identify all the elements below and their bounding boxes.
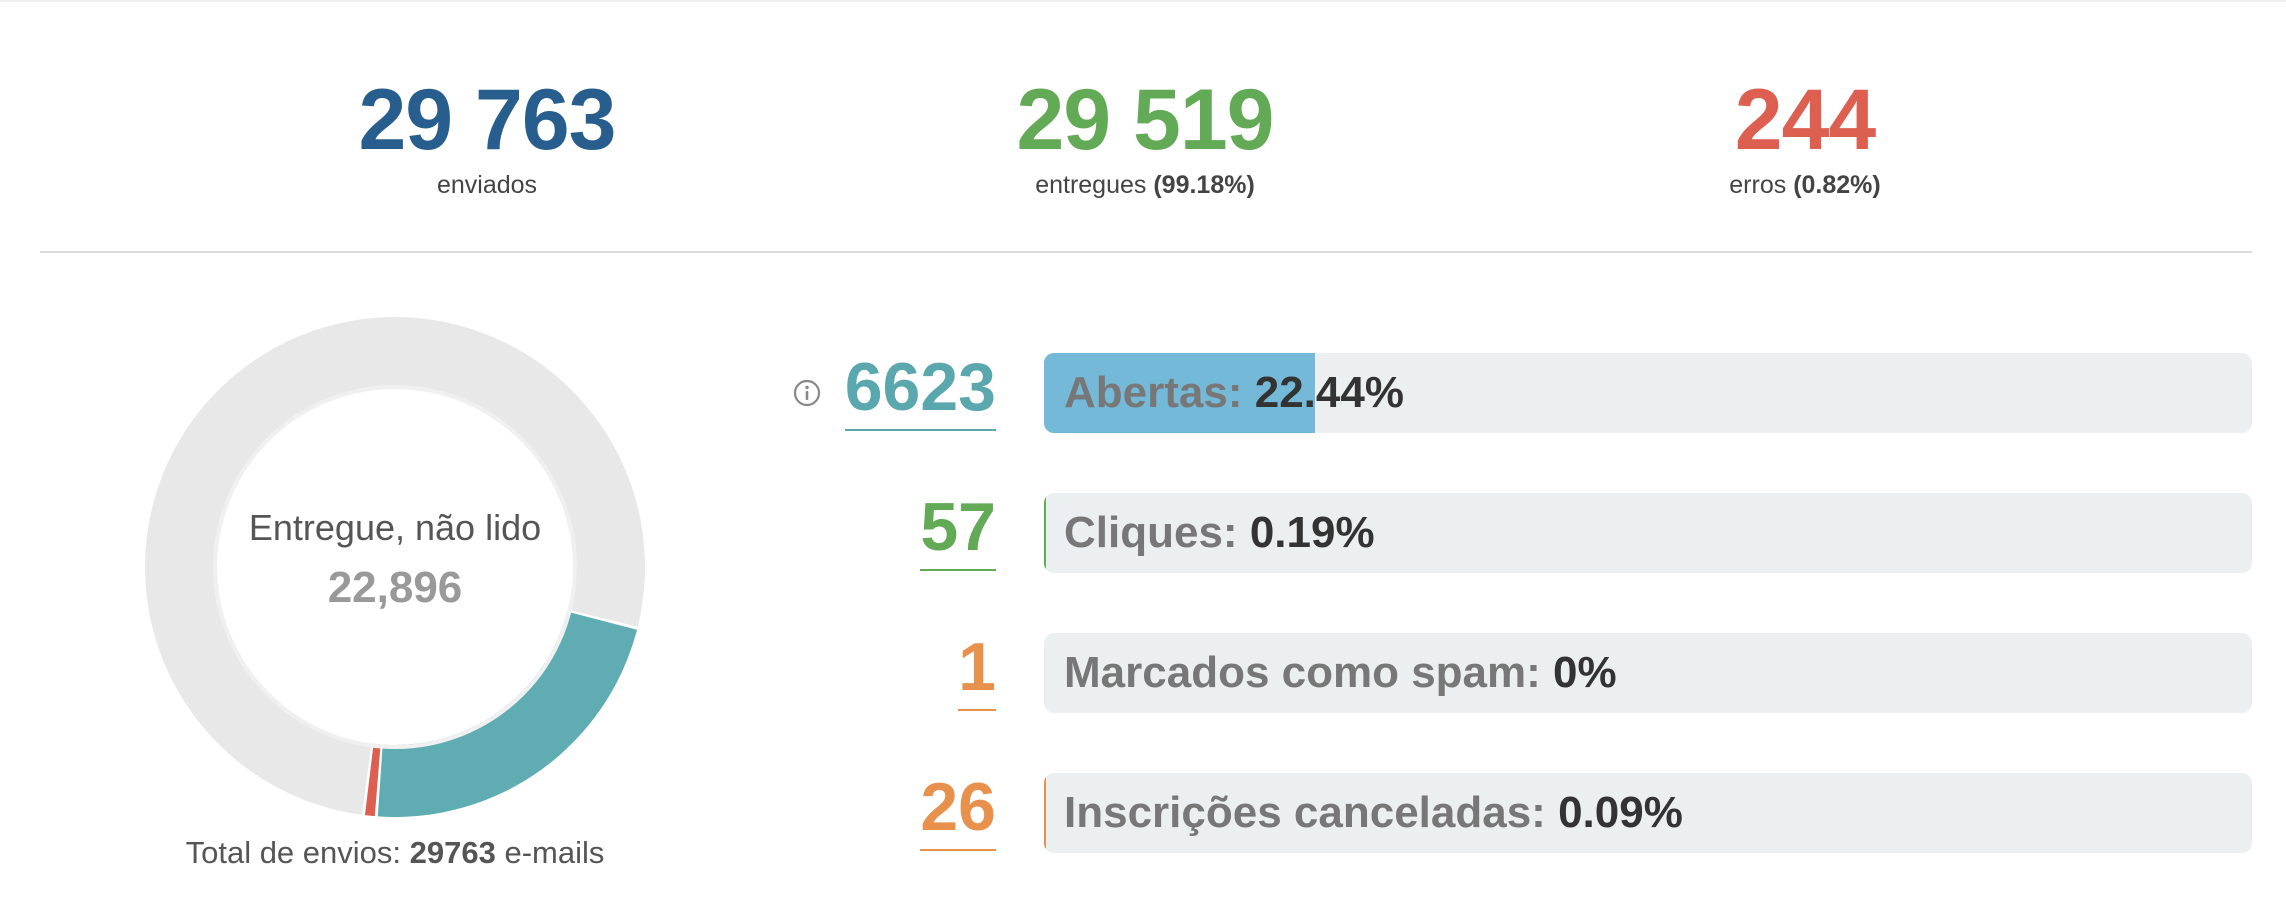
total-value: 29763 (409, 835, 496, 870)
errors-pct: (0.82%) (1793, 171, 1881, 199)
metric-label-clicks: Cliques: (1064, 508, 1238, 557)
metric-fill-unsubscribes (1044, 773, 1046, 853)
stat-delivered: 29 519 entregues (99.18%) (895, 70, 1395, 200)
sent-label: enviados (436, 171, 538, 199)
delivered-pct: (99.18%) (1153, 171, 1255, 199)
metric-bar-unsubscribes: Inscrições canceladas: 0.09% (1044, 773, 2252, 853)
metric-bar-clicks: Cliques: 0.19% (1044, 493, 2252, 573)
metric-text-clicks: Cliques: 0.19% (1064, 493, 1375, 573)
metric-pct-spam: 0% (1553, 648, 1617, 697)
metric-pct-opens: 22.44% (1254, 368, 1404, 417)
metric-fill-opens (1044, 353, 1316, 433)
delivered-label-text: entregues (1035, 171, 1147, 199)
delivered-count: 29 519 (1016, 72, 1274, 168)
metric-label-unsubscribes: Inscrições canceladas: (1064, 788, 1546, 837)
info-circle-icon[interactable] (793, 379, 821, 407)
metric-label-spam: Marcados como spam: (1064, 648, 1541, 697)
metric-pct-clicks: 0.19% (1249, 508, 1375, 557)
donut-center: Entregue, não lido 22,896 (140, 505, 650, 617)
donut-inner-ring (213, 385, 577, 749)
metric-pct-unsubscribes: 0.09% (1558, 788, 1683, 837)
metric-fill-clicks (1044, 493, 1047, 573)
sent-count: 29 763 (358, 72, 616, 168)
donut-chart[interactable] (140, 312, 650, 822)
metric-bar-spam: Marcados como spam: 0% (1044, 633, 2252, 713)
donut-segment-erros[interactable] (364, 743, 381, 817)
donut-svg (145, 317, 646, 817)
metric-label-opens: Abertas: (1064, 368, 1243, 417)
errors-label: erros (0.82%) (1555, 170, 2055, 200)
delivered-label: entregues (99.18%) (895, 170, 1395, 200)
section-divider (40, 251, 2252, 253)
metric-count-clicks[interactable]: 57 (920, 489, 996, 571)
top-border (0, 0, 2286, 2)
stat-sent: 29 763 enviados (237, 70, 737, 200)
total-sends: Total de envios: 29763 e-mails (90, 835, 700, 871)
donut-center-label: Entregue, não lido (248, 507, 542, 548)
errors-count: 244 (1734, 72, 1877, 168)
metric-bar-opens: Abertas: 22.44% (1044, 353, 2252, 433)
total-suffix: e-mails (504, 835, 605, 870)
metric-count-unsubscribes[interactable]: 26 (920, 769, 996, 851)
total-prefix: Total de envios: (185, 835, 402, 870)
metric-count-opens[interactable]: 6623 (844, 349, 996, 431)
stat-errors: 244 erros (0.82%) (1555, 70, 2055, 200)
metric-text-spam: Marcados como spam: 0% (1064, 633, 1617, 713)
metric-text-opens: Abertas: 22.44% (1064, 353, 1404, 433)
donut-segment-abertas[interactable] (377, 611, 638, 817)
errors-label-text: erros (1729, 171, 1787, 199)
donut-center-value: 22,896 (327, 563, 463, 612)
metric-text-unsubscribes: Inscrições canceladas: 0.09% (1064, 773, 1683, 853)
metric-count-spam[interactable]: 1 (958, 629, 996, 711)
